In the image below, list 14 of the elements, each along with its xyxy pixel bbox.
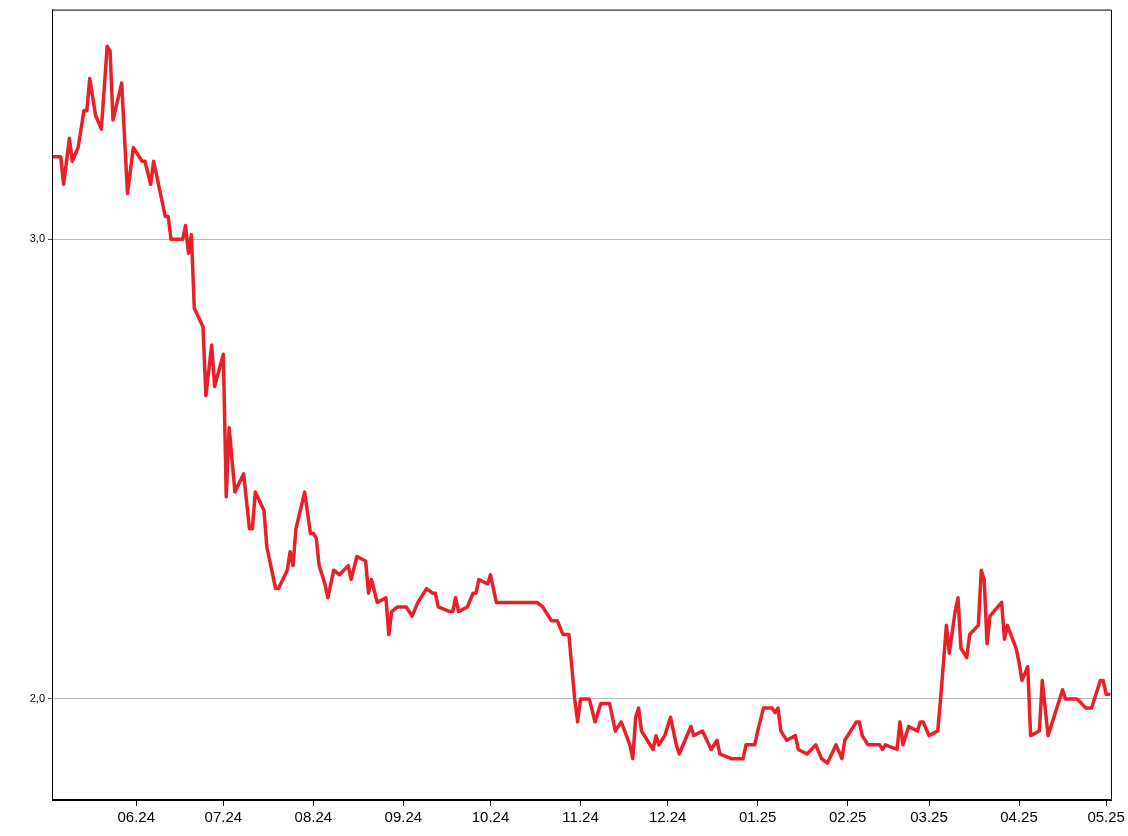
x-tick-label: 06.24 <box>117 808 155 826</box>
x-tick-label: 08.24 <box>294 808 333 826</box>
y-tick-label: 2,0 <box>29 691 45 704</box>
x-tick-label: 10.24 <box>471 808 510 826</box>
x-tick-label: 01.25 <box>738 808 777 826</box>
x-tick-label: 11.24 <box>562 808 599 826</box>
x-tick-label: 02.25 <box>828 808 867 826</box>
x-tick-label: 03.25 <box>910 808 948 826</box>
x-tick-label: 12.24 <box>648 808 687 826</box>
x-tick-label: 04.25 <box>1000 808 1038 826</box>
x-tick-label: 05.25 <box>1087 808 1125 826</box>
y-tick-label: 3,0 <box>29 232 45 245</box>
x-tick-label: 07.24 <box>204 808 243 826</box>
x-tick-label: 09.24 <box>384 808 423 826</box>
